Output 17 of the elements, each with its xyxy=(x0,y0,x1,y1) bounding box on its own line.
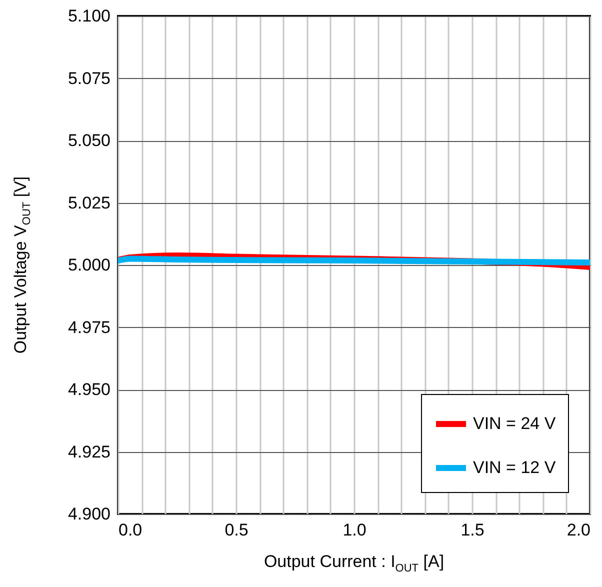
y-tick-label: 4.900 xyxy=(68,504,110,524)
x-tick-label: 1.5 xyxy=(460,520,484,540)
y-tick-label: 4.925 xyxy=(68,442,110,462)
y-tick-label: 5.000 xyxy=(68,256,110,274)
x-axis-title: Output Current : I$_{OUT}$ [A] xyxy=(264,552,444,574)
x-tick-label: 2.0 xyxy=(566,520,590,540)
x-tick-label: 0.5 xyxy=(224,520,248,540)
y-tick-label: 5.075 xyxy=(68,68,110,88)
y-tick-label: 4.950 xyxy=(68,380,110,399)
legend-label: VIN = 24 V xyxy=(473,414,556,433)
x-tick-label: 1.0 xyxy=(342,520,366,540)
y-tick-label: 4.975 xyxy=(68,318,110,337)
x-tick-label: 0.0 xyxy=(118,520,142,540)
legend-label: VIN = 12 V xyxy=(473,458,556,477)
y-tick-label: 5.100 xyxy=(68,6,110,26)
y-tick-label: 5.050 xyxy=(68,131,110,150)
y-tick-label: 5.025 xyxy=(68,193,110,212)
